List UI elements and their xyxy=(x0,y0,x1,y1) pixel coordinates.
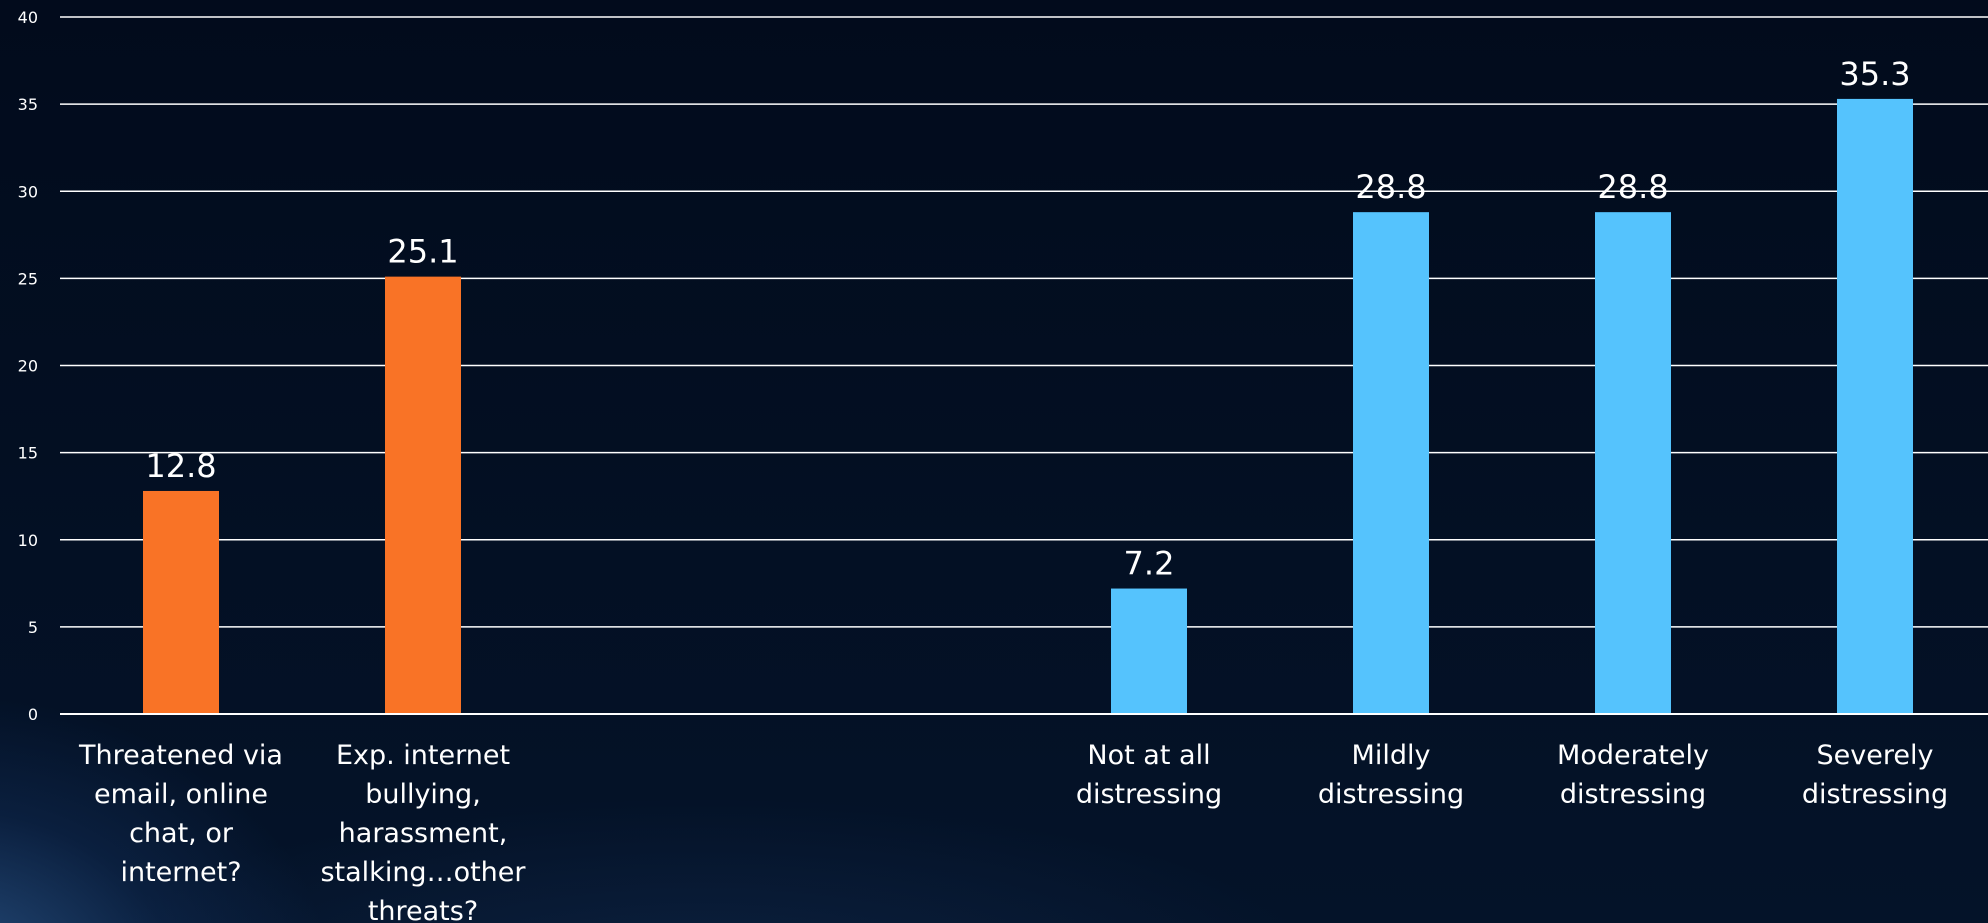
bar-4 xyxy=(1111,588,1187,714)
y-tick-label-10: 10 xyxy=(18,531,38,550)
y-tick-label-35: 35 xyxy=(18,95,38,114)
bar-7 xyxy=(1837,98,1913,714)
y-tick-label-0: 0 xyxy=(28,705,38,724)
bar-5 xyxy=(1353,212,1429,714)
category-label-4: Not at all distressing xyxy=(1075,740,1223,810)
category-label-7: Severely distressing xyxy=(1801,740,1949,810)
category-label-6: Moderately distressing xyxy=(1557,740,1709,810)
data-label-6: 28.8 xyxy=(1597,168,1668,206)
data-label-7: 35.3 xyxy=(1839,55,1910,93)
y-tick-label-40: 40 xyxy=(18,8,38,27)
y-tick-label-5: 5 xyxy=(28,618,38,637)
y-tick-label-20: 20 xyxy=(18,357,38,376)
data-label-5: 28.8 xyxy=(1355,168,1426,206)
data-label-4: 7.2 xyxy=(1124,545,1175,583)
data-label-0: 12.8 xyxy=(145,447,216,485)
y-tick-label-25: 25 xyxy=(18,269,38,288)
data-label-1: 25.1 xyxy=(387,233,458,271)
y-tick-label-30: 30 xyxy=(18,182,38,201)
bar-1 xyxy=(385,276,461,714)
bar-6 xyxy=(1595,212,1671,714)
category-label-0: Threatened via email, online chat, or in… xyxy=(79,740,283,888)
bar-0 xyxy=(143,490,219,714)
category-label-1: Exp. internet bullying, harassment, stal… xyxy=(320,740,526,923)
category-label-5: Mildly distressing xyxy=(1317,740,1465,810)
y-tick-label-15: 15 xyxy=(18,444,38,463)
